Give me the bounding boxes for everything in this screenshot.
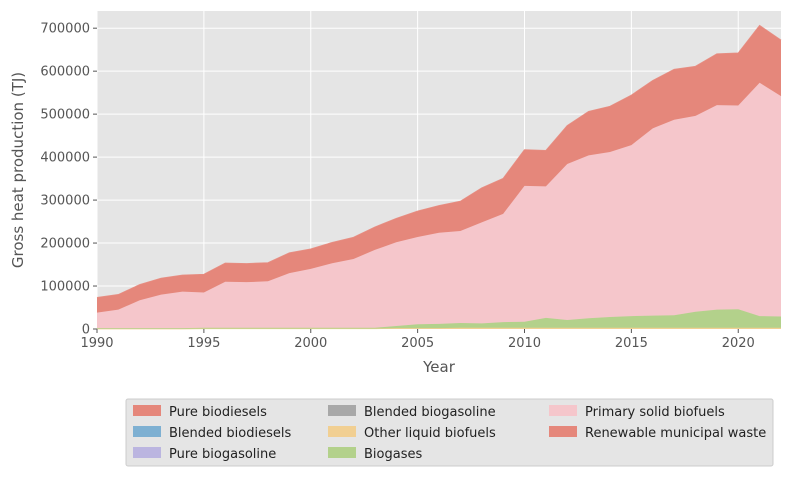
- x-ticks: 1990 1995 2000 2005 2010 2015 2020: [80, 329, 755, 351]
- legend-item: Biogases: [328, 447, 422, 462]
- legend-label: Other liquid biofuels: [364, 426, 496, 441]
- legend-item: Pure biodiesels: [133, 405, 267, 420]
- y-tick-label: 400000: [40, 151, 90, 166]
- area-layer: [96, 24, 782, 330]
- x-tick-label: 1995: [187, 336, 220, 351]
- legend-item: Renewable municipal waste: [549, 426, 766, 441]
- x-axis-label: Year: [422, 358, 456, 376]
- y-tick-label: 300000: [40, 194, 90, 209]
- legend-swatch: [328, 405, 356, 416]
- legend-item: Blended biogasoline: [328, 405, 496, 420]
- legend-item: Pure biogasoline: [133, 447, 276, 462]
- y-tick-label: 100000: [40, 280, 90, 295]
- y-ticks: 0 100000 200000 300000 400000 500000 600000 700…: [40, 22, 97, 338]
- line-renewable-municipal-waste: [96, 24, 782, 299]
- legend-label: Primary solid biofuels: [585, 405, 725, 420]
- x-tick-label: 2000: [294, 336, 327, 351]
- area-biogases: [97, 309, 781, 329]
- legend-swatch: [328, 447, 356, 458]
- legend-item: Primary solid biofuels: [549, 405, 725, 420]
- legend-swatch: [549, 426, 577, 437]
- legend-swatch: [328, 426, 356, 437]
- legend-swatch: [549, 405, 577, 416]
- legend-item: Other liquid biofuels: [328, 426, 496, 441]
- x-tick-label: 2005: [401, 336, 434, 351]
- x-tick-label: 2010: [508, 336, 541, 351]
- x-tick-label: 1990: [80, 336, 113, 351]
- y-tick-label: 600000: [40, 65, 90, 80]
- legend-label: Renewable municipal waste: [585, 426, 766, 441]
- legend: Pure biodiesels Blended biodiesels Pure bi…: [125, 398, 774, 467]
- legend-label: Pure biogasoline: [169, 447, 276, 462]
- legend-frame: [125, 398, 774, 467]
- legend-label: Blended biogasoline: [364, 405, 496, 420]
- x-tick-label: 2015: [615, 336, 648, 351]
- y-tick-label: 700000: [40, 22, 90, 37]
- y-tick-label: 0: [82, 323, 90, 338]
- legend-swatch: [133, 426, 161, 437]
- area-renewable-municipal-waste: [97, 25, 781, 313]
- x-tick-label: 2020: [722, 336, 755, 351]
- y-tick-label: 500000: [40, 108, 90, 123]
- legend-label: Biogases: [364, 447, 422, 462]
- legend-swatch: [133, 405, 161, 416]
- legend-item: Blended biodiesels: [133, 426, 291, 441]
- y-axis-label: Gross heat production (TJ): [9, 72, 27, 268]
- area-primary-solid-biofuels: [97, 82, 781, 329]
- legend-swatch: [133, 447, 161, 458]
- legend-label: Pure biodiesels: [169, 405, 267, 420]
- y-tick-label: 200000: [40, 237, 90, 252]
- legend-label: Blended biodiesels: [169, 426, 291, 441]
